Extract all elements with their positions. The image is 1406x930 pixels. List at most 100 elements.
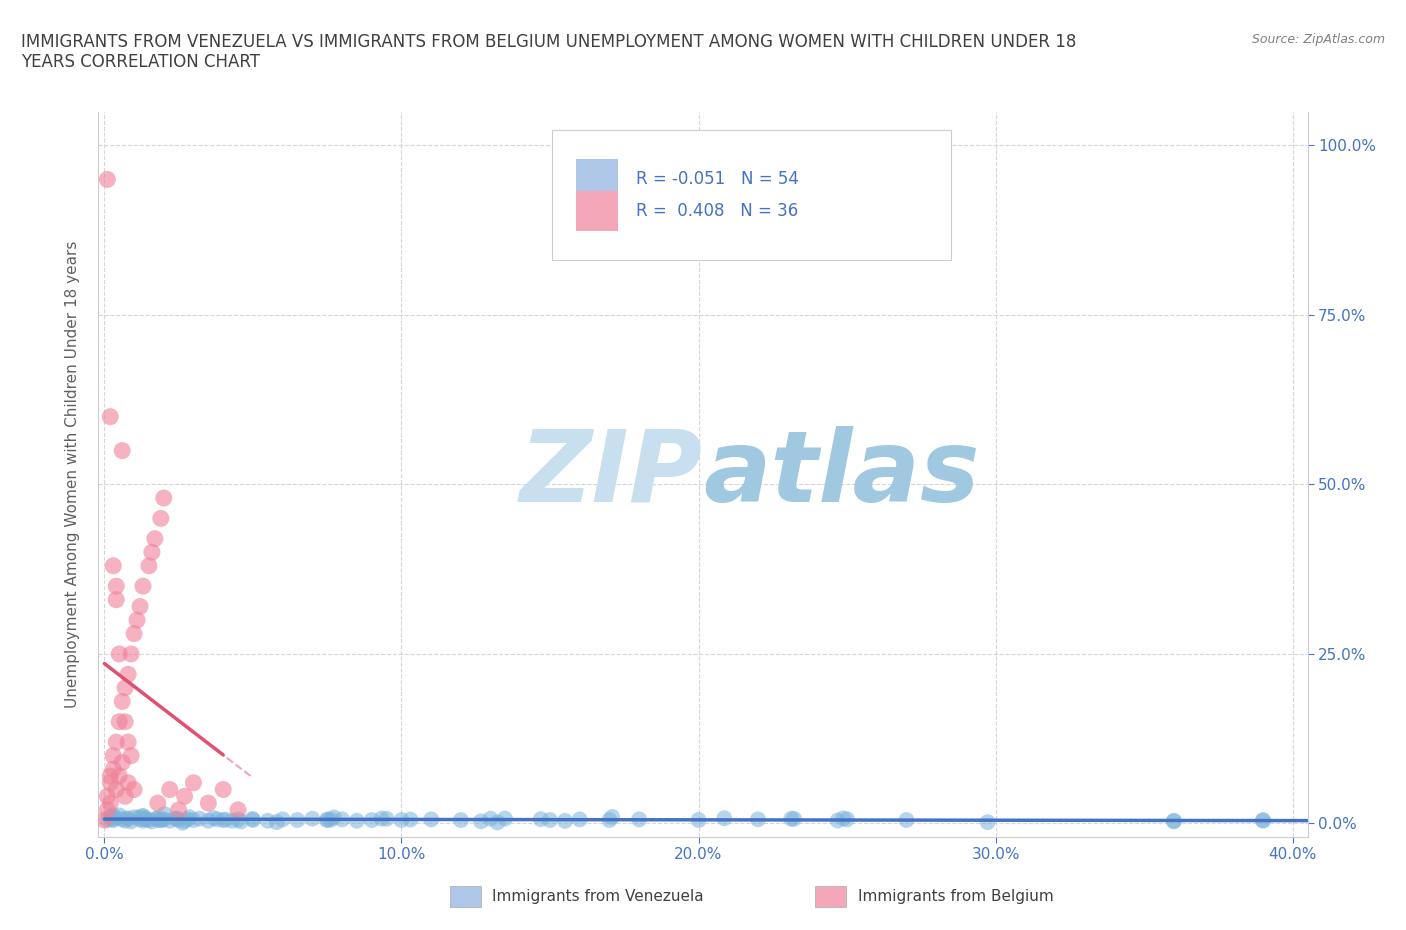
Point [319, 812, 342, 827]
Text: Source: ZipAtlas.com: Source: ZipAtlas.com [1251, 33, 1385, 46]
Point [420, 812, 443, 827]
Point [122, 782, 145, 797]
Point [148, 813, 170, 828]
Point [132, 808, 155, 823]
Point [117, 735, 139, 750]
Point [598, 813, 620, 828]
Bar [576, 192, 619, 232]
Point [138, 558, 160, 573]
Point [108, 714, 131, 729]
Point [98, 809, 121, 824]
Point [125, 613, 148, 628]
Point [470, 814, 492, 829]
Point [105, 782, 128, 797]
Point [600, 809, 623, 824]
Point [105, 578, 128, 593]
Point [145, 811, 167, 826]
Point [101, 812, 124, 827]
Point [138, 813, 160, 828]
Point [322, 810, 344, 825]
Point [111, 694, 134, 709]
Point [212, 813, 235, 828]
Point [105, 811, 128, 826]
Point [375, 811, 398, 826]
Point [146, 811, 169, 826]
Point [101, 808, 124, 823]
Point [188, 811, 211, 826]
Point [111, 812, 134, 827]
Point [122, 626, 145, 641]
Point [159, 782, 181, 797]
Point [166, 811, 188, 826]
Point [96, 789, 118, 804]
Point [98, 409, 121, 424]
Point [167, 813, 190, 828]
Point [108, 768, 131, 783]
Point [143, 531, 166, 546]
Point [173, 814, 195, 829]
Point [172, 816, 194, 830]
Point [316, 813, 339, 828]
Point [98, 768, 121, 783]
Point [494, 811, 516, 826]
Point [242, 811, 264, 826]
Point [399, 812, 422, 827]
Point [111, 443, 134, 458]
Point [105, 735, 128, 750]
Point [176, 812, 198, 827]
Point [108, 808, 131, 823]
Point [149, 813, 172, 828]
Point [242, 813, 264, 828]
Point [266, 815, 288, 830]
Point [103, 813, 125, 828]
Point [207, 812, 229, 827]
FancyBboxPatch shape [551, 130, 950, 260]
Point [115, 811, 138, 826]
Point [111, 755, 134, 770]
Point [179, 810, 201, 825]
Text: atlas: atlas [703, 426, 980, 523]
Point [149, 511, 172, 525]
Point [159, 814, 181, 829]
Point [96, 813, 118, 828]
Point [120, 749, 142, 764]
Point [197, 814, 219, 829]
Point [316, 812, 339, 827]
Text: Immigrants from Belgium: Immigrants from Belgium [858, 889, 1053, 904]
Point [98, 796, 121, 811]
Point [141, 814, 163, 829]
Point [221, 814, 243, 829]
Point [114, 814, 136, 829]
Point [108, 646, 131, 661]
Bar [576, 159, 619, 199]
Point [117, 776, 139, 790]
Point [256, 814, 278, 829]
Point [167, 803, 190, 817]
Point [568, 812, 591, 827]
Text: R = -0.051   N = 54: R = -0.051 N = 54 [637, 169, 800, 188]
Point [120, 814, 142, 829]
Point [783, 811, 806, 826]
Text: IMMIGRANTS FROM VENEZUELA VS IMMIGRANTS FROM BELGIUM UNEMPLOYMENT AMONG WOMEN WI: IMMIGRANTS FROM VENEZUELA VS IMMIGRANTS … [21, 33, 1077, 72]
Point [93, 813, 115, 828]
Point [173, 789, 195, 804]
Point [896, 813, 918, 828]
Point [103, 762, 125, 777]
Point [129, 599, 152, 614]
Point [486, 815, 509, 830]
Point [120, 646, 142, 661]
Point [183, 813, 205, 828]
Point [271, 812, 294, 827]
Point [117, 811, 139, 826]
Point [105, 592, 128, 607]
Point [360, 813, 382, 828]
Point [226, 803, 249, 817]
Point [132, 809, 155, 824]
Point [152, 812, 174, 827]
Y-axis label: Unemployment Among Women with Children Under 18 years: Unemployment Among Women with Children U… [65, 241, 80, 708]
Point [827, 813, 849, 828]
Point [202, 811, 225, 826]
Point [1163, 814, 1185, 829]
Point [117, 667, 139, 682]
Point [370, 811, 392, 826]
